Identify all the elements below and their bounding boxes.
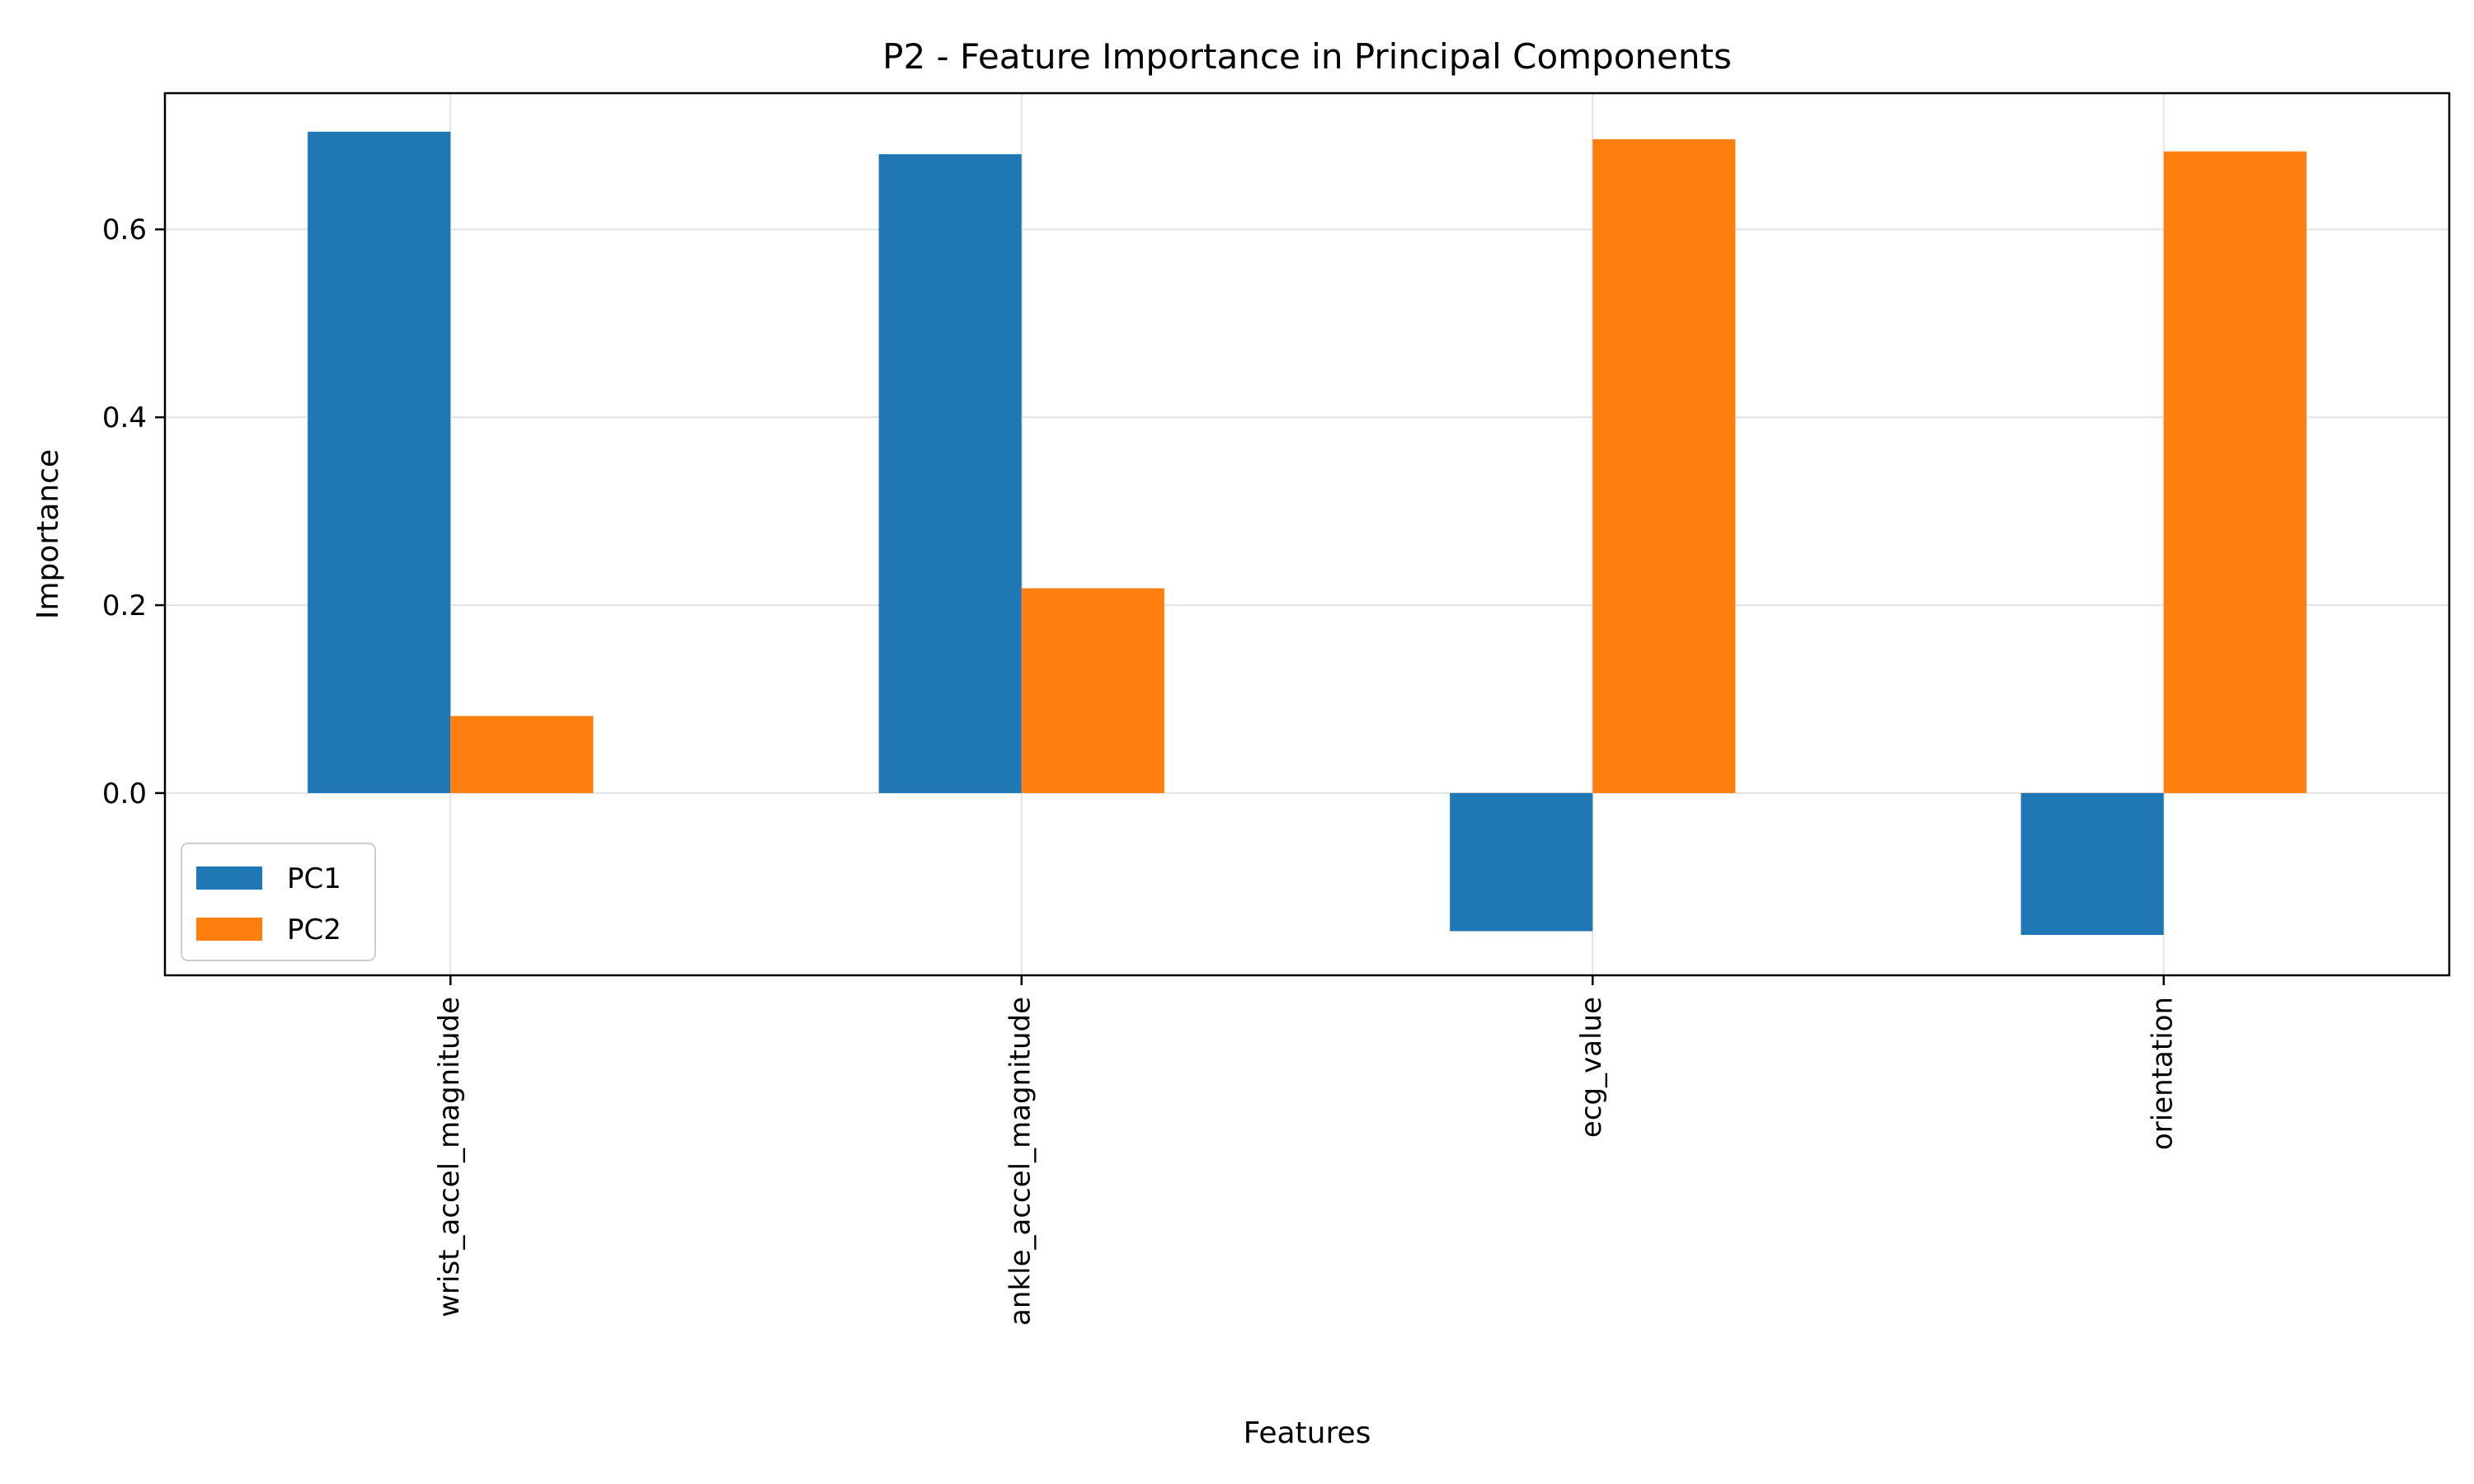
bar-pc2-wrist_accel_magnitude: [450, 716, 594, 793]
y-axis-label: Importance: [31, 449, 65, 619]
legend-box: [181, 843, 376, 961]
x-tick-label: orientation: [2146, 997, 2179, 1150]
y-tick-label: 0.2: [102, 589, 147, 622]
bar-pc2-orientation: [2163, 151, 2307, 793]
x-axis-ticks: wrist_accel_magnitude ankle_accel_magnitu…: [433, 975, 2179, 1326]
legend-label-pc2: PC2: [287, 913, 341, 946]
y-tick-label: 0.4: [102, 402, 147, 434]
bar-pc1-ankle_accel_magnitude: [878, 154, 1022, 793]
x-tick-label: ankle_accel_magnitude: [1004, 997, 1037, 1326]
y-tick-label: 0.6: [102, 214, 147, 247]
y-axis-ticks: 0.0 0.2 0.4 0.6: [102, 214, 165, 810]
bar-pc2-ecg_value: [1592, 139, 1736, 793]
bar-pc1-orientation: [2020, 792, 2164, 936]
x-tick-label: wrist_accel_magnitude: [433, 997, 466, 1317]
x-tick-label: ecg_value: [1575, 997, 1608, 1138]
bar-pc1-ecg_value: [1450, 792, 1593, 932]
x-axis-label: Features: [1244, 1416, 1371, 1450]
bar-pc1-wrist_accel_magnitude: [308, 131, 451, 793]
legend-swatch-pc1: [196, 866, 262, 890]
plot-area-frame: [163, 92, 2451, 977]
legend: PC1 PC2: [181, 843, 376, 961]
legend-swatch-pc2: [196, 918, 262, 941]
bar-pc2-ankle_accel_magnitude: [1021, 588, 1164, 793]
chart-title: P2 - Feature Importance in Principal Com…: [882, 36, 1732, 77]
legend-label-pc1: PC1: [287, 862, 341, 895]
y-tick-label: 0.0: [102, 777, 147, 810]
bars: [308, 131, 2307, 936]
